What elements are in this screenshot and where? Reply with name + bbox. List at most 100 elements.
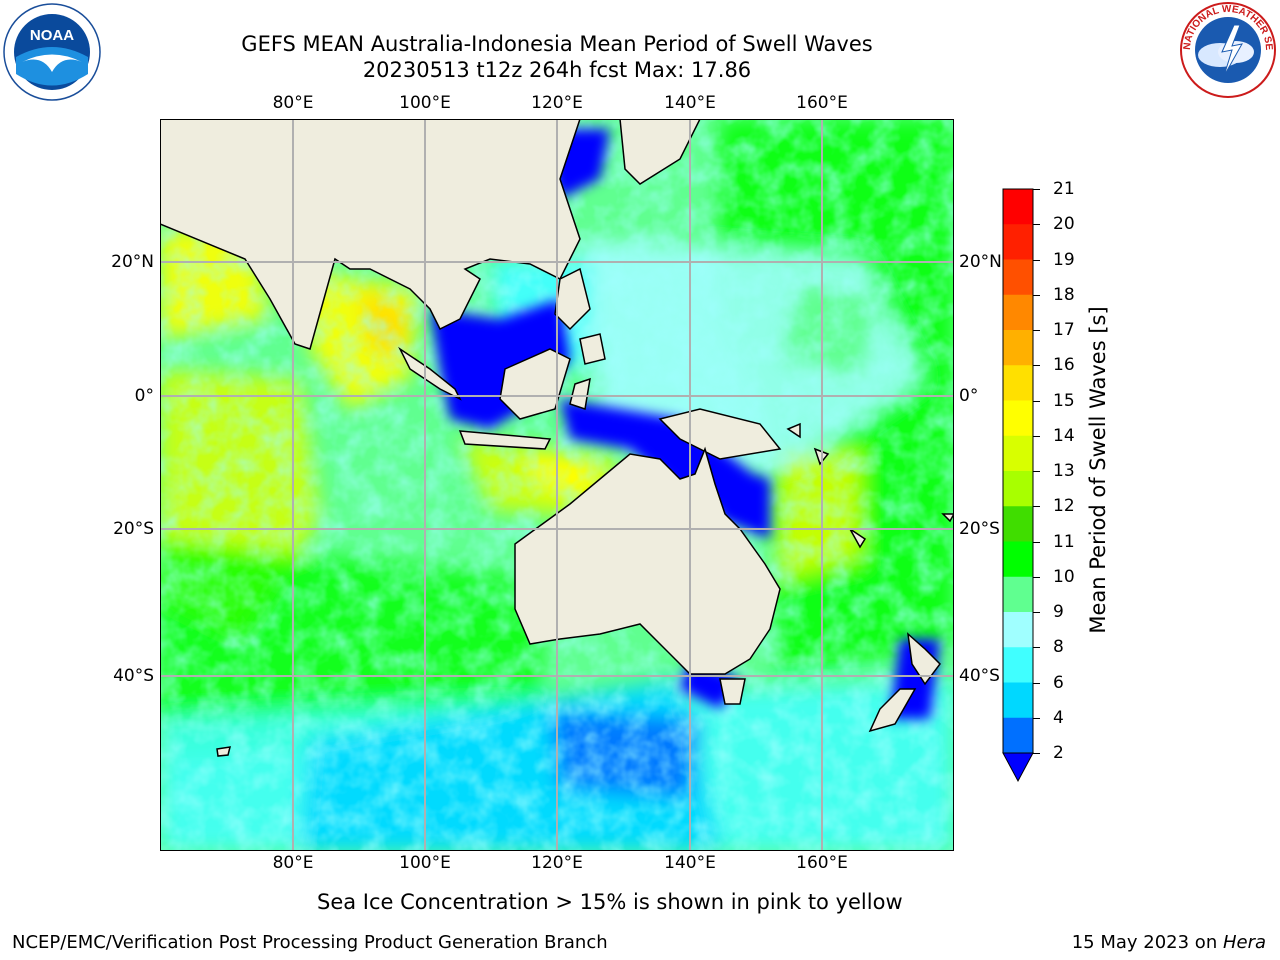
colorbar-tick-label: 17	[1053, 320, 1075, 340]
lon-label-top-80e: 80°E	[272, 93, 314, 113]
land-new-caledonia	[849, 528, 867, 549]
colorbar-tick-label: 21	[1053, 179, 1075, 199]
lat-label-right-0: 0°	[959, 386, 979, 406]
colorbar-segment	[1003, 612, 1033, 648]
land-tasmania	[719, 678, 746, 705]
colorbar-segment	[1003, 471, 1033, 507]
colorbar-tick-label: 2	[1053, 743, 1064, 763]
colorbar-tick-label: 8	[1053, 637, 1064, 658]
lat-label-left-0: 0°	[134, 386, 154, 406]
colorbar-tick-label: 12	[1053, 496, 1075, 517]
land-nz-south	[868, 688, 917, 733]
colorbar-tick-label: 20	[1053, 214, 1075, 235]
graticule	[160, 119, 954, 851]
colorbar-tick-mark	[1033, 717, 1040, 719]
colorbar-tick-label: 19	[1053, 249, 1075, 270]
colorbar-tick-label: 13	[1053, 461, 1075, 481]
land-japan	[619, 119, 701, 185]
nws-logo: NATIONAL WEATHER SERVICE	[1178, 0, 1276, 98]
colorbar-segments	[1002, 188, 1034, 783]
colorbar-tick-label: 11	[1053, 531, 1075, 552]
land-nz-north	[906, 632, 941, 686]
lon-label-top-120e: 120°E	[531, 93, 583, 113]
branch-credit: NCEP/EMC/Verification Post Processing Pr…	[12, 932, 608, 953]
land-java	[458, 430, 552, 450]
colorbar-tick-mark	[1033, 189, 1040, 190]
lon-label-bottom-140e: 140°E	[664, 853, 716, 873]
sea-ice-note: Sea Ice Concentration > 15% is shown in …	[317, 890, 903, 914]
map-subtitle: 20230513 t12z 264h fcst Max: 17.86	[362, 58, 752, 82]
land-asia	[160, 119, 581, 350]
swell-period-map	[160, 119, 954, 851]
colorbar-segment	[1003, 259, 1033, 296]
noaa-logo: NOAA	[3, 3, 101, 101]
colorbar-tick-label: 10	[1053, 566, 1075, 587]
land-kerguelen	[216, 746, 232, 757]
land-solomon-1	[786, 422, 801, 439]
land-philippines	[554, 267, 591, 331]
colorbar-tick-mark	[1033, 259, 1040, 261]
colorbar-segment	[1003, 294, 1033, 331]
land-mindanao	[579, 333, 606, 365]
colorbar-tick-mark	[1033, 541, 1040, 543]
colorbar-segment	[1003, 365, 1033, 401]
colorbar-tick-label: 6	[1053, 672, 1064, 693]
colorbar-tick-mark	[1033, 224, 1040, 226]
colorbar-tick-label: 16	[1053, 355, 1075, 376]
run-date-prefix: 15 May 2023 on	[1071, 932, 1223, 953]
colorbar-extend-triangle	[1002, 752, 1034, 783]
colorbar-tick-mark	[1033, 435, 1040, 437]
colorbar-tick-mark	[1033, 576, 1040, 578]
noaa-logo-text: NOAA	[30, 27, 74, 44]
colorbar-label: Mean Period of Swell Waves [s]	[1086, 306, 1110, 634]
colorbar-tick-mark	[1033, 612, 1040, 613]
colorbar-segment	[1003, 400, 1033, 437]
lat-label-right-20n: 20°N	[959, 252, 1002, 272]
colorbar-tick-label: 18	[1053, 284, 1075, 305]
run-date: 15 May 2023 on Hera	[1072, 932, 1266, 953]
lat-label-left-20s: 20°S	[113, 519, 154, 539]
colorbar-tick-mark	[1033, 294, 1040, 296]
lon-label-bottom-160e: 160°E	[796, 853, 848, 873]
lat-label-right-40s: 40°S	[959, 666, 1000, 686]
lon-label-top-160e: 160°E	[796, 93, 848, 113]
colorbar-tick-mark	[1033, 647, 1040, 649]
colorbar-tick-mark	[1033, 471, 1040, 472]
land-sumatra-malay	[398, 346, 462, 401]
colorbar-tick-label: 14	[1053, 425, 1075, 446]
colorbar-tick-label: 15	[1053, 390, 1075, 411]
lon-label-bottom-100e: 100°E	[399, 853, 451, 873]
run-date-host: Hera	[1222, 932, 1266, 953]
colorbar-segment	[1003, 224, 1033, 260]
colorbar-segment	[1003, 330, 1033, 366]
land-fiji	[941, 513, 954, 523]
colorbar-tick-mark	[1033, 400, 1040, 402]
map-title: GEFS MEAN Australia-Indonesia Mean Perio…	[241, 32, 873, 56]
land-australia	[514, 446, 781, 675]
lon-label-top-140e: 140°E	[664, 93, 716, 113]
colorbar-segment	[1003, 435, 1033, 472]
colorbar-tick-mark	[1033, 506, 1040, 508]
land	[160, 119, 954, 757]
colorbar-tick-label: 4	[1053, 707, 1064, 728]
colorbar	[1002, 188, 1034, 783]
colorbar-tick-mark	[1033, 365, 1040, 367]
lon-label-top-100e: 100°E	[399, 93, 451, 113]
colorbar-segment	[1003, 506, 1033, 542]
colorbar-tick-mark	[1033, 330, 1040, 331]
land-sulawesi	[569, 377, 591, 410]
land-borneo	[499, 348, 571, 420]
lat-label-right-20s: 20°S	[959, 519, 1000, 539]
colorbar-segment	[1003, 647, 1033, 683]
colorbar-segment	[1003, 682, 1033, 719]
lat-label-left-40s: 40°S	[113, 666, 154, 686]
colorbar-tick-label: 9	[1053, 602, 1064, 622]
colorbar-tick-mark	[1033, 682, 1040, 684]
colorbar-segment	[1003, 717, 1033, 754]
colorbar-segment	[1003, 576, 1033, 613]
colorbar-tick-mark	[1033, 753, 1040, 754]
colorbar-segment	[1003, 189, 1033, 225]
lat-label-left-20n: 20°N	[111, 252, 154, 272]
lon-label-bottom-120e: 120°E	[531, 853, 583, 873]
lon-label-bottom-80e: 80°E	[272, 853, 314, 873]
